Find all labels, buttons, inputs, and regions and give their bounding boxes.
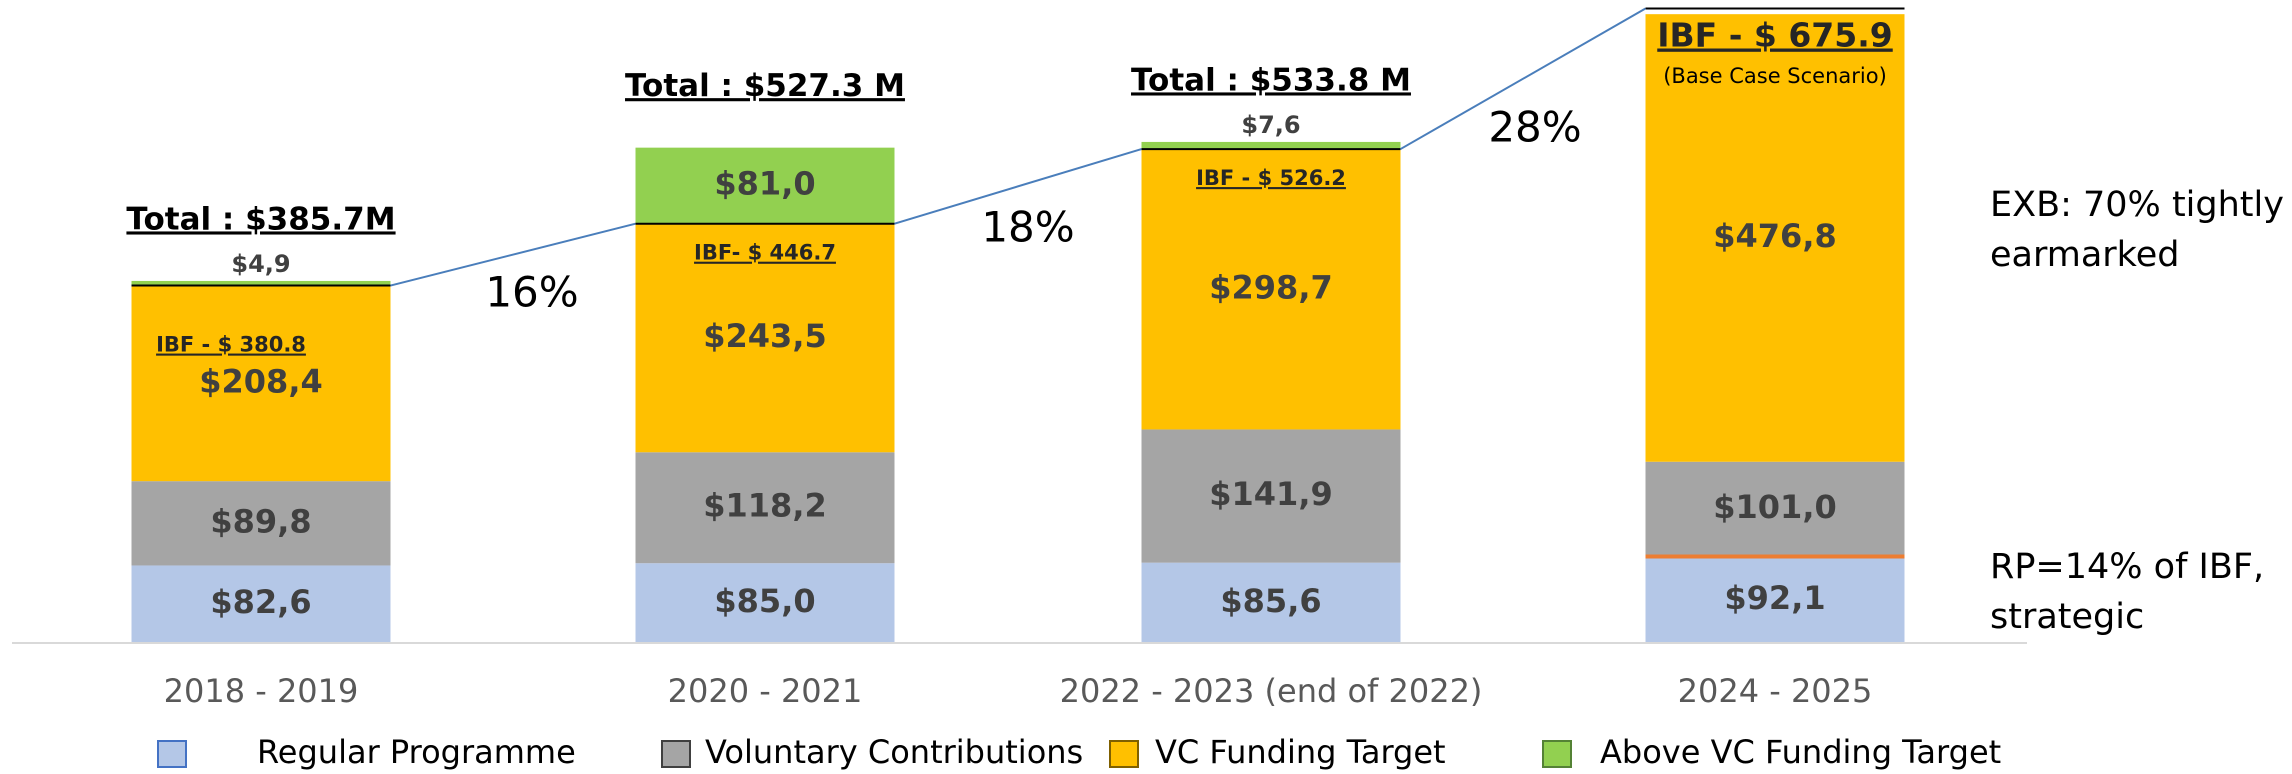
- bar-segment: [1141, 149, 1401, 430]
- legend-label: Above VC Funding Target: [1600, 733, 2001, 771]
- note: EXB: 70% tightly earmarked: [1990, 185, 2284, 275]
- legend-label: Regular Programme: [257, 733, 576, 771]
- legend-label: Voluntary Contributions: [705, 733, 1083, 771]
- bar-segment: [635, 147, 895, 224]
- value-label: $298,7: [1209, 268, 1332, 306]
- ibf-growth-line: [894, 148, 1142, 225]
- bar-segment: [1141, 562, 1401, 643]
- ibf-growth-line: [390, 222, 636, 287]
- growth-label: 18%: [981, 203, 1074, 252]
- total-label: Total : $533.8 M: [1131, 62, 1411, 98]
- bar-segment: [131, 565, 391, 643]
- total-label: Total : $527.3 M: [625, 68, 905, 104]
- bar-segment: [1141, 141, 1401, 150]
- value-label: $89,8: [210, 502, 311, 540]
- bar-segment: [1141, 429, 1401, 563]
- legend-swatch: [661, 740, 691, 768]
- legend-swatch: [157, 740, 187, 768]
- ibf-label: IBF - $ 526.2: [1196, 166, 1346, 190]
- ibf-growth-line: [1400, 7, 1646, 150]
- legend-label: VC Funding Target: [1155, 733, 1446, 771]
- bar-segment: [131, 280, 391, 286]
- ibf-label: IBF - $ 675.9: [1657, 16, 1892, 55]
- value-label: $141,9: [1209, 475, 1332, 513]
- x-tick-label: 2018 - 2019: [164, 672, 359, 710]
- value-label: $243,5: [703, 317, 826, 355]
- x-tick-label: 2024 - 2025: [1678, 672, 1873, 710]
- value-label: $7,6: [1241, 111, 1300, 139]
- legend-swatch: [1542, 740, 1572, 768]
- bar-segment: [635, 223, 895, 453]
- value-label: $101,0: [1713, 488, 1836, 526]
- value-label: $81,0: [714, 165, 815, 203]
- value-label: $82,6: [210, 583, 311, 621]
- bar-segment: [131, 285, 391, 482]
- bar-segment: [1645, 461, 1905, 557]
- bar-segment: [635, 563, 895, 643]
- bar-segment: [131, 481, 391, 566]
- value-label: $4,9: [231, 250, 290, 278]
- value-label: $208,4: [199, 362, 322, 400]
- value-label: $85,0: [714, 582, 815, 620]
- scenario-label: (Base Case Scenario): [1663, 64, 1887, 88]
- bar-segment: [1645, 556, 1905, 643]
- legend-swatch: [1109, 740, 1139, 768]
- growth-label: 16%: [485, 268, 578, 317]
- bar-segment: [635, 452, 895, 564]
- x-tick-label: 2022 - 2023 (end of 2022): [1060, 672, 1483, 710]
- value-label: $118,2: [703, 487, 826, 525]
- x-tick-label: 2020 - 2021: [668, 672, 863, 710]
- ibf-label: IBF - $ 380.8: [156, 333, 306, 357]
- total-label: Total : $385.7M: [126, 201, 395, 237]
- value-label: $85,6: [1220, 582, 1321, 620]
- growth-label: 28%: [1488, 103, 1581, 152]
- bar-segment: [1645, 14, 1905, 462]
- note: RP=14% of IBF, strategic: [1990, 547, 2265, 637]
- value-label: $476,8: [1713, 217, 1836, 255]
- ibf-label: IBF- $ 446.7: [694, 241, 836, 265]
- value-label: $92,1: [1724, 579, 1825, 617]
